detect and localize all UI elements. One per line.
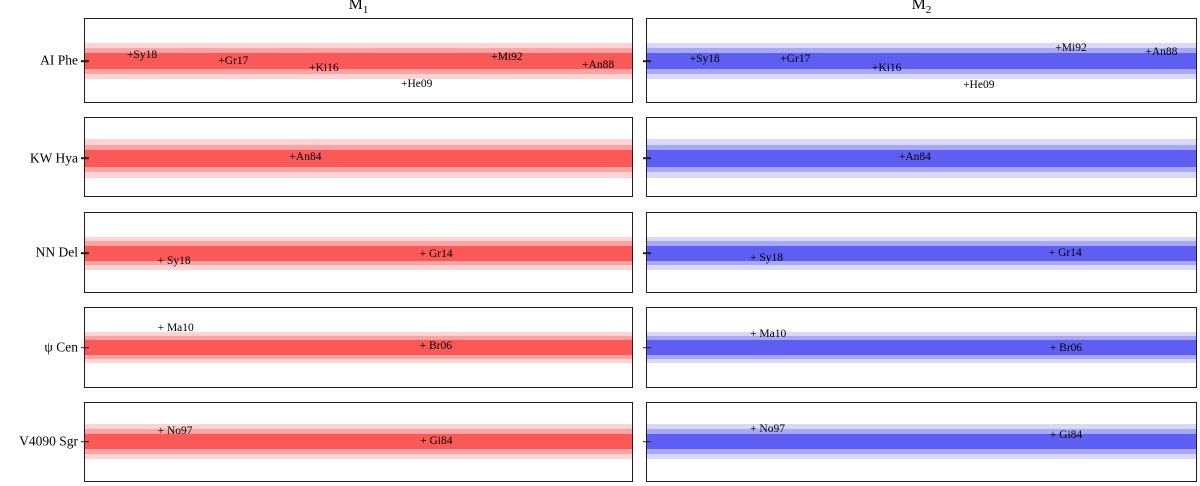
data-point-Br06: + Br06 — [419, 339, 452, 352]
data-point-Sy18: +Sy18 — [126, 49, 158, 62]
column-title-m2: M2 — [911, 0, 932, 17]
panel-row4-m1: + No97 + Gi84 — [81, 402, 633, 482]
y-axis-tick — [81, 346, 89, 349]
inner-uncertainty-band — [85, 53, 632, 69]
data-point-Ma10: + Ma10 — [157, 322, 194, 335]
panel-row4-m2: + No97 + Gi84 — [643, 402, 1197, 482]
panel-row0-m2: +Sy18 +Gr17 +Ki16 +He09 +Mi92 +An88 — [643, 18, 1197, 103]
inner-uncertainty-band — [647, 150, 1196, 167]
data-point-Gi84: + Gi84 — [1049, 428, 1083, 441]
panel-row1-m2: +An84 — [643, 117, 1197, 197]
panel-row2-m1: + Sy18 + Gr14 — [81, 212, 633, 293]
data-point-Gi84: + Gi84 — [420, 434, 453, 447]
row-label: V4090 Sgr — [19, 433, 78, 449]
column-title-subscript: 2 — [925, 4, 932, 17]
inner-uncertainty-band — [85, 245, 632, 261]
y-axis-tick — [643, 60, 651, 62]
data-point-Br06: + Br06 — [1049, 342, 1083, 355]
column-title-subscript: 1 — [362, 4, 369, 17]
data-point-No97: + No97 — [750, 423, 785, 436]
panel-row3-m1: + Ma10 + Br06 — [81, 307, 633, 388]
inner-uncertainty-band — [647, 433, 1196, 450]
data-point-Sy18: +Sy18 — [689, 53, 720, 66]
data-point-Mi92: +Mi92 — [491, 51, 523, 64]
data-point-No97: + No97 — [157, 424, 193, 437]
column-title-m1: M1 — [348, 0, 369, 17]
data-point-He09: +He09 — [963, 79, 995, 92]
y-axis-tick — [643, 252, 651, 255]
column-title-text: M — [911, 0, 926, 13]
panel-row0-m1: +Sy18 +Gr17 +Ki16 +He09 +Mi92 +An88 — [81, 18, 633, 103]
y-axis-tick — [81, 252, 89, 255]
y-axis-tick — [81, 60, 89, 62]
y-axis-tick — [81, 157, 89, 160]
inner-uncertainty-band — [647, 53, 1196, 69]
panel-row1-m1: +An84 — [81, 117, 633, 197]
data-point-Gr17: +Gr17 — [218, 54, 249, 67]
y-axis-tick — [643, 157, 651, 160]
data-point-Mi92: +Mi92 — [1055, 41, 1087, 54]
y-axis-tick — [81, 440, 89, 443]
inner-uncertainty-band — [647, 340, 1196, 355]
panel-row3-m2: + Ma10 + Br06 — [643, 307, 1197, 388]
data-point-An84: +An84 — [898, 151, 931, 164]
inner-uncertainty-band — [85, 340, 632, 355]
inner-uncertainty-band — [85, 150, 632, 167]
row-label: NN Del — [35, 245, 78, 261]
data-point-Gr14: + Gr14 — [1048, 247, 1082, 260]
data-point-An84: +An84 — [289, 151, 322, 164]
row-label: KW Hya — [29, 150, 78, 166]
data-point-He09: +He09 — [400, 78, 433, 91]
data-point-An88: +An88 — [582, 58, 615, 71]
column-title-text: M — [348, 0, 363, 13]
data-point-Gr17: +Gr17 — [780, 53, 811, 66]
inner-uncertainty-band — [85, 433, 632, 450]
data-point-Ki16: +Ki16 — [871, 62, 902, 75]
data-point-Sy18: + Sy18 — [750, 252, 784, 265]
data-point-Gr14: + Gr14 — [419, 247, 453, 260]
row-label: AI Phe — [40, 52, 78, 68]
data-point-An88: +An88 — [1145, 45, 1178, 58]
y-axis-tick — [643, 440, 651, 443]
data-point-Ma10: + Ma10 — [750, 327, 787, 340]
data-point-Sy18: + Sy18 — [157, 254, 191, 267]
y-axis-tick — [643, 346, 651, 349]
row-label: ψ Cen — [44, 339, 78, 355]
data-point-Ki16: +Ki16 — [309, 62, 339, 75]
panel-row2-m2: + Sy18 + Gr14 — [643, 212, 1197, 293]
inner-uncertainty-band — [647, 245, 1196, 261]
